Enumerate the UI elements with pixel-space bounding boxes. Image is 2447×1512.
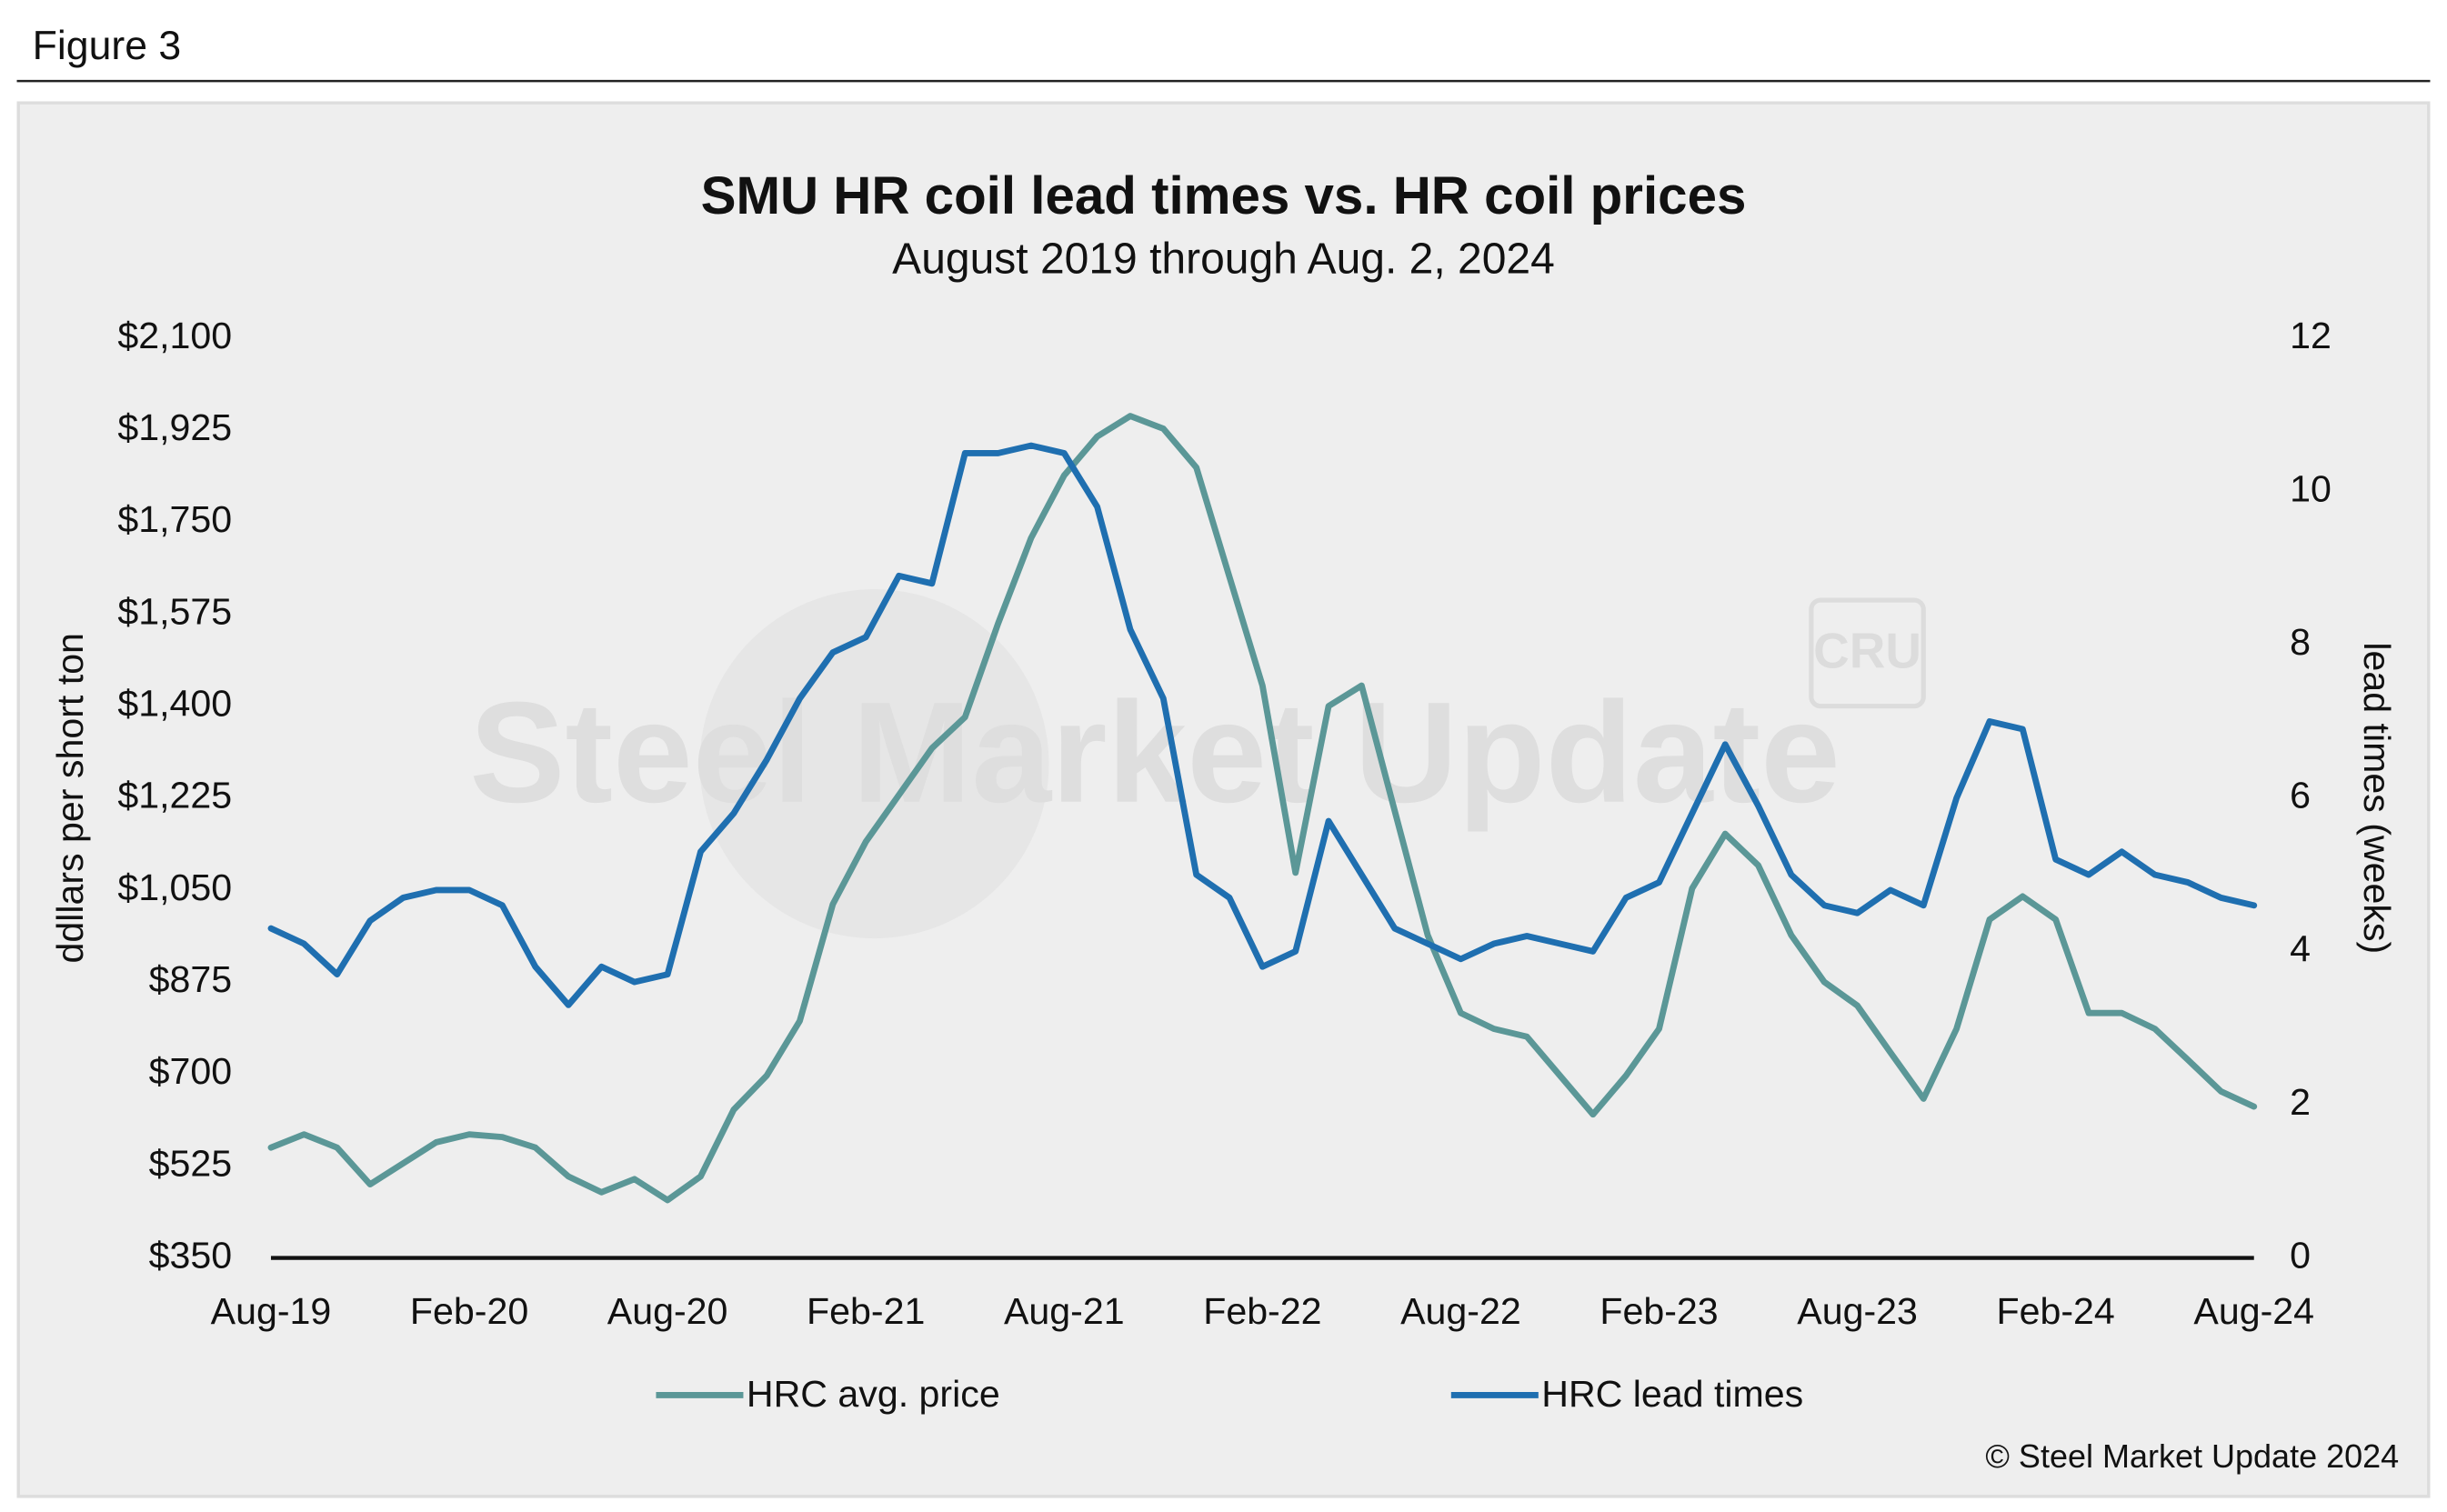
chart-title: SMU HR coil lead times vs. HR coil price… <box>701 166 1747 225</box>
x-tick-label: Feb-20 <box>410 1290 528 1332</box>
x-tick-label: Aug-23 <box>1797 1290 1918 1332</box>
x-tick-label: Feb-23 <box>1600 1290 1718 1332</box>
chart-subtitle: August 2019 through Aug. 2, 2024 <box>892 235 1555 284</box>
y2-tick-label: 4 <box>2290 927 2311 969</box>
x-tick-label: Feb-22 <box>1203 1290 1321 1332</box>
series-line <box>267 442 2258 1008</box>
x-tick-label: Feb-21 <box>807 1290 925 1332</box>
y2-tick-label: 0 <box>2290 1234 2311 1276</box>
figure-label: Figure 3 <box>33 24 181 68</box>
y-tick-label: $1,575 <box>117 590 232 632</box>
y-tick-label: $1,925 <box>117 406 232 448</box>
y-tick-label: $350 <box>149 1234 233 1276</box>
x-tick-label: Aug-19 <box>211 1290 332 1332</box>
y-tick-label: $1,050 <box>117 866 232 908</box>
legend-label: HRC lead times <box>1541 1373 1803 1415</box>
y2-tick-label: 8 <box>2290 621 2311 663</box>
y-tick-label: $1,750 <box>117 498 232 540</box>
chart-panel <box>16 101 2431 1498</box>
watermark-text: Steel Market Update <box>469 673 1840 833</box>
y2-tick-label: 2 <box>2290 1081 2311 1123</box>
watermark: Steel Market Update CRU <box>469 589 1926 939</box>
y-tick-label: $1,225 <box>117 775 232 816</box>
y2-tick-label: 10 <box>2290 467 2332 509</box>
y-axis-label: ddllars per short ton <box>49 633 91 963</box>
series-line <box>267 413 2258 1204</box>
y-tick-label: $2,100 <box>117 315 232 356</box>
x-tick-label: Aug-20 <box>607 1290 728 1332</box>
legend-label: HRC avg. price <box>747 1373 1000 1415</box>
y-tick-label: $700 <box>149 1050 233 1092</box>
watermark-circle <box>699 589 1049 939</box>
x-tick-label: Aug-21 <box>1004 1290 1125 1332</box>
x-tick-label: Aug-24 <box>2193 1290 2314 1332</box>
x-tick-label: Aug-22 <box>1400 1290 1521 1332</box>
y-tick-label: $525 <box>149 1142 233 1184</box>
watermark-logo-box <box>1809 597 1926 709</box>
copyright: © Steel Market Update 2024 <box>1985 1437 2399 1475</box>
y2-axis-label: lead times (weeks) <box>2356 642 2398 954</box>
y2-tick-label: 12 <box>2290 315 2332 356</box>
y-tick-label: $875 <box>149 958 233 1000</box>
watermark-logo: CRU <box>1813 623 1921 679</box>
y2-tick-label: 6 <box>2290 775 2311 816</box>
x-tick-label: Feb-24 <box>1997 1290 2115 1332</box>
y-tick-label: $1,400 <box>117 683 232 725</box>
